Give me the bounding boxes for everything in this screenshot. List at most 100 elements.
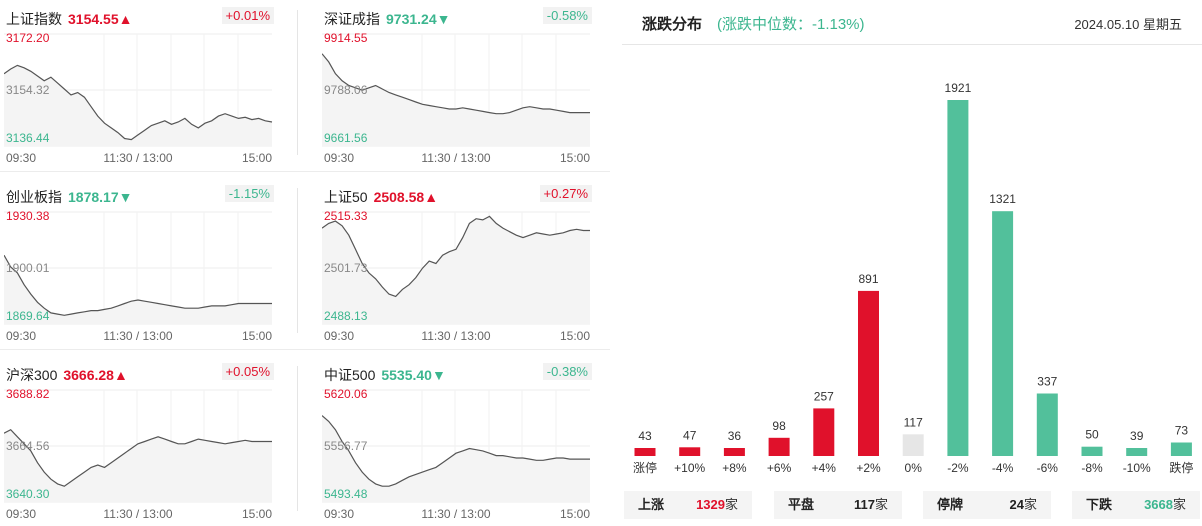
bar-category-label: -10% <box>1123 461 1151 475</box>
bar-value-label: 47 <box>683 428 697 442</box>
bar-value-label: 36 <box>728 429 742 443</box>
index-name: 上证指数 <box>6 11 62 27</box>
divider <box>297 188 298 333</box>
y-axis-label: 1930.38 <box>6 209 50 223</box>
bar-value-label: 50 <box>1085 428 1099 442</box>
bar[interactable] <box>723 448 745 456</box>
distribution-title: 涨跌分布 <box>642 16 703 33</box>
down-arrow-icon: ▼ <box>431 367 446 383</box>
intraday-chart: 3172.20 3154.32 3136.44 09:30 11:30 / 13:00 1… <box>4 31 272 165</box>
divider <box>0 349 610 350</box>
bar[interactable] <box>1081 446 1103 456</box>
index-value: 1878.17▼ <box>68 189 133 205</box>
bar[interactable] <box>768 437 790 456</box>
bar-category-label: +8% <box>722 461 747 475</box>
x-axis-label: 09:30 <box>6 151 36 165</box>
bar[interactable] <box>992 211 1014 456</box>
price-line <box>322 215 590 298</box>
trade-date: 2024.05.10 星期五 <box>1074 17 1182 32</box>
index-title: 沪深300 3666.28▲ <box>6 365 128 385</box>
x-axis-label: 11:30 / 13:00 <box>421 329 490 343</box>
bar-category-label: +4% <box>812 461 837 475</box>
summary-flat-label: 平盘 <box>788 497 815 512</box>
intraday-chart: 9914.55 9788.06 9661.56 09:30 11:30 / 13:00 1… <box>322 31 590 165</box>
y-axis-label: 5556.77 <box>324 439 368 453</box>
x-axis-label: 11:30 / 13:00 <box>421 507 490 521</box>
x-axis-label: 09:30 <box>324 507 354 521</box>
down-arrow-icon: ▼ <box>436 11 451 27</box>
index-name: 深证成指 <box>324 11 380 27</box>
index-card[interactable]: 创业板指 1878.17▼ -1.15% 1930.38 1900.01 1869.64… <box>4 178 274 348</box>
bar[interactable] <box>1126 448 1148 456</box>
bar-value-label: 39 <box>1130 429 1144 443</box>
y-axis-label: 3154.32 <box>6 83 50 97</box>
x-axis-label: 09:30 <box>324 329 354 343</box>
price-area <box>322 53 590 147</box>
summary-up-value: 1329 <box>696 497 725 512</box>
summary-down-value: 3668 <box>1144 497 1173 512</box>
bar-value-label: 43 <box>638 429 652 443</box>
divider <box>622 44 1202 45</box>
x-axis-label: 15:00 <box>560 507 590 521</box>
summary-up: 上涨 1329家 <box>624 491 752 519</box>
bar[interactable] <box>634 448 656 456</box>
bar-value-label: 73 <box>1175 424 1189 438</box>
index-name: 中证500 <box>324 367 376 383</box>
index-name: 上证50 <box>324 189 368 205</box>
summary-up-label: 上涨 <box>638 497 665 512</box>
y-axis-label: 3136.44 <box>6 131 50 145</box>
y-axis-label: 2501.73 <box>324 261 368 275</box>
bar-value-label: 891 <box>858 272 878 286</box>
up-arrow-icon: ▲ <box>113 367 128 383</box>
summary-halt-value: 24 <box>1009 497 1024 512</box>
y-axis-label: 3172.20 <box>6 31 50 45</box>
index-card[interactable]: 深证成指 9731.24▼ -0.58% 9914.55 9788.06 9661.56… <box>322 0 592 170</box>
bar[interactable] <box>679 447 701 456</box>
intraday-chart: 5620.06 5556.77 5493.48 09:30 11:30 / 13:00 1… <box>322 387 590 521</box>
price-area <box>4 255 272 324</box>
change-badge: +0.01% <box>221 7 274 24</box>
price-line <box>322 415 590 487</box>
index-value: 3154.55▲ <box>68 11 133 27</box>
bar-value-label: 1321 <box>989 192 1016 206</box>
y-axis-label: 1869.64 <box>6 309 50 323</box>
bar[interactable] <box>1036 393 1058 457</box>
y-axis-label: 9914.55 <box>324 31 368 45</box>
divider <box>297 366 298 511</box>
change-badge: -0.38% <box>542 363 592 380</box>
bar[interactable] <box>813 408 835 456</box>
index-card[interactable]: 中证500 5535.40▼ -0.38% 5620.06 5556.77 5493.4… <box>322 356 592 526</box>
summary-halt: 停牌 24家 <box>923 491 1051 519</box>
index-name: 沪深300 <box>6 367 58 383</box>
up-arrow-icon: ▲ <box>424 189 439 205</box>
bar[interactable] <box>902 434 924 456</box>
change-badge: -1.15% <box>224 185 274 202</box>
x-axis-label: 11:30 / 13:00 <box>103 151 172 165</box>
index-card[interactable]: 沪深300 3666.28▲ +0.05% 3688.82 3664.56 3640.3… <box>4 356 274 526</box>
index-title: 创业板指 1878.17▼ <box>6 187 132 207</box>
x-axis-label: 15:00 <box>242 507 272 521</box>
bar-category-label: 跌停 <box>1169 460 1193 475</box>
bar-category-label: -4% <box>992 461 1014 475</box>
y-axis-label: 9661.56 <box>324 131 368 145</box>
change-badge: +0.05% <box>221 363 274 380</box>
price-area <box>322 415 590 502</box>
y-axis-label: 1900.01 <box>6 261 50 275</box>
index-value: 5535.40▼ <box>381 367 446 383</box>
bar[interactable] <box>858 290 879 456</box>
price-area <box>4 429 272 502</box>
index-title: 上证50 2508.58▲ <box>324 187 438 207</box>
index-card[interactable]: 上证指数 3154.55▲ +0.01% 3172.20 3154.32 3136.44… <box>4 0 274 170</box>
index-title: 上证指数 3154.55▲ <box>6 9 132 29</box>
index-title: 中证500 5535.40▼ <box>324 365 446 385</box>
summary-flat-value: 117 <box>854 497 875 512</box>
bar-value-label: 1921 <box>945 81 972 95</box>
index-card[interactable]: 上证50 2508.58▲ +0.27% 2515.33 2501.73 2488.13… <box>322 178 592 348</box>
change-badge: -0.58% <box>542 7 592 24</box>
bar[interactable] <box>1170 442 1192 457</box>
bar[interactable] <box>947 100 969 456</box>
index-title: 深证成指 9731.24▼ <box>324 9 450 29</box>
distribution-panel: 涨跌分布 (涨跌中位数：-1.13%) 2024.05.10 星期五 43 涨停 4… <box>622 0 1202 522</box>
summary-down: 下跌 3668家 <box>1072 491 1200 519</box>
intraday-chart: 2515.33 2501.73 2488.13 09:30 11:30 / 13:00 1… <box>322 209 590 343</box>
